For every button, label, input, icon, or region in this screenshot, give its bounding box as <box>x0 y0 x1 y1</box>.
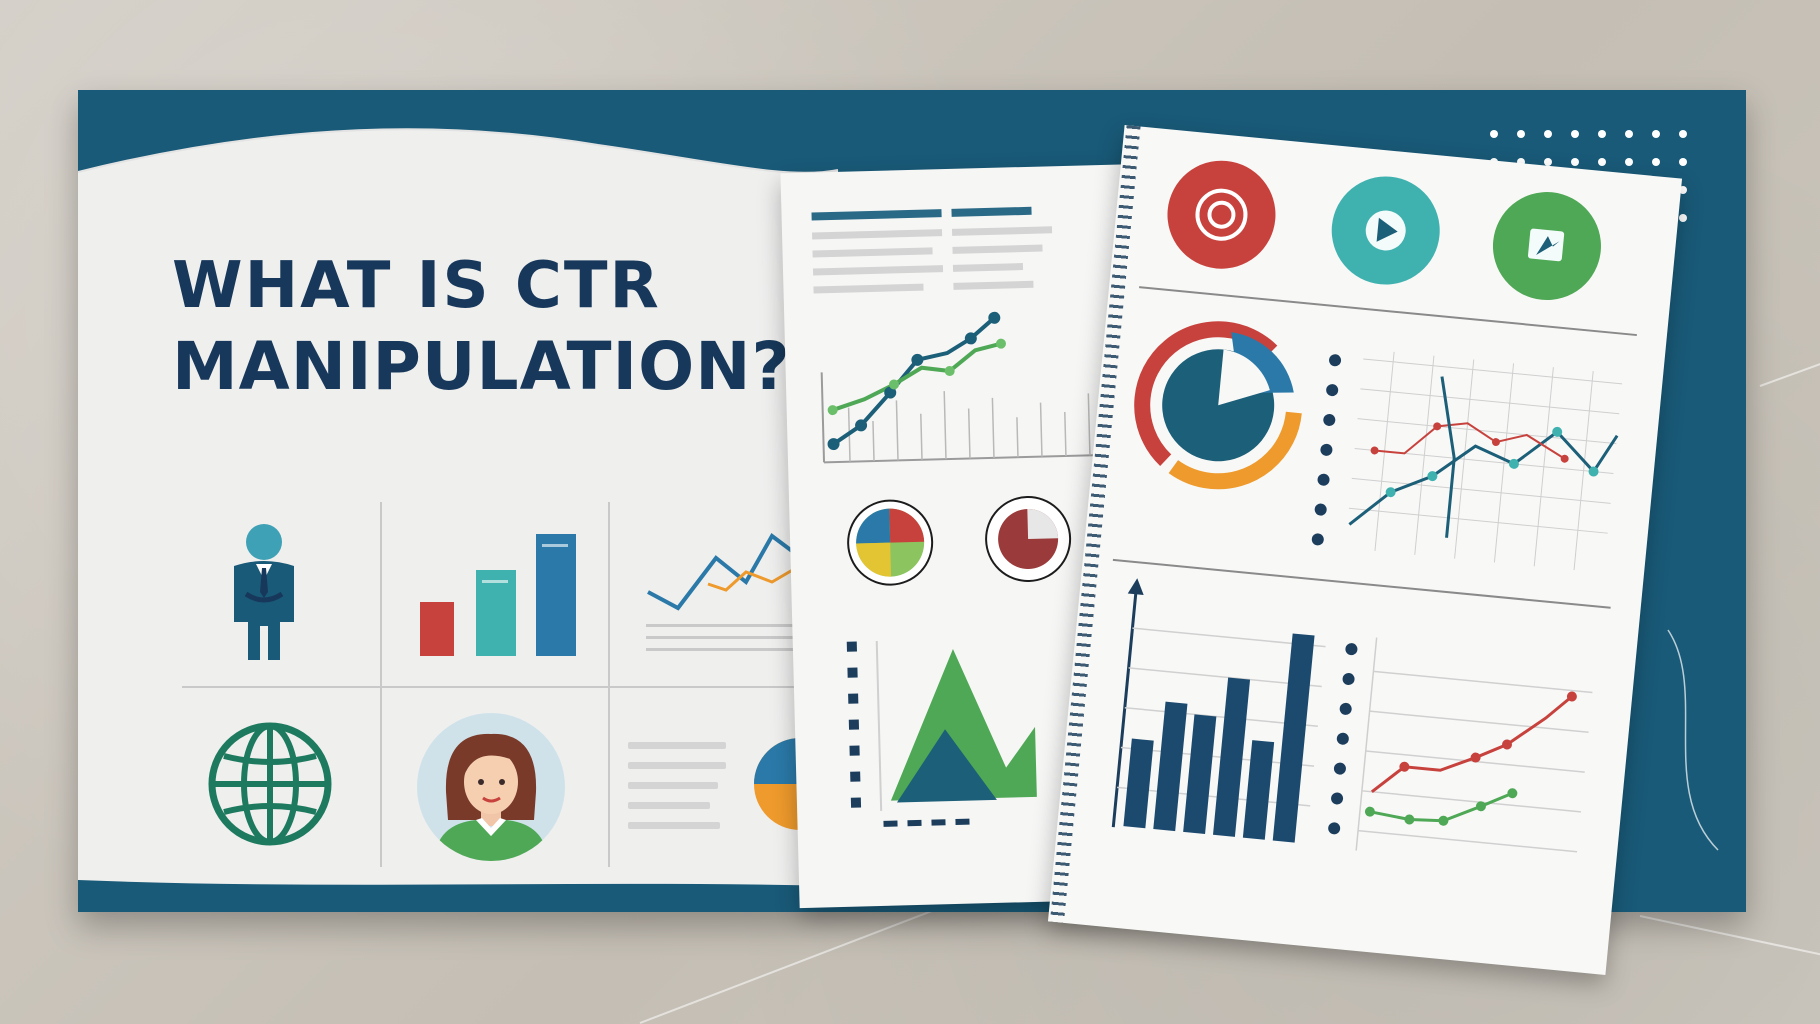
woman-avatar-icon <box>416 712 566 862</box>
report-sheet-front <box>1048 125 1682 975</box>
target-icon <box>1163 156 1281 274</box>
title-line-1: WHAT IS CTR <box>172 254 791 319</box>
grid-divider <box>608 502 610 867</box>
grid-divider <box>182 686 832 688</box>
businessman-icon <box>226 522 302 662</box>
cursor-click-icon <box>1488 187 1606 305</box>
report-sheet-front-content <box>1048 125 1682 975</box>
globe-icon <box>208 722 332 846</box>
text-placeholder-line <box>628 742 726 749</box>
text-placeholder-line <box>628 782 718 789</box>
text-placeholder-line <box>628 822 720 829</box>
grid-divider <box>380 502 382 867</box>
text-placeholder-line <box>628 802 710 809</box>
text-placeholder-line <box>628 762 726 769</box>
play-icon <box>1327 172 1445 290</box>
title-line-2: MANIPULATION? <box>172 333 791 400</box>
page-title: WHAT IS CTR MANIPULATION? <box>172 254 791 401</box>
bar-chart-icon <box>412 530 592 658</box>
